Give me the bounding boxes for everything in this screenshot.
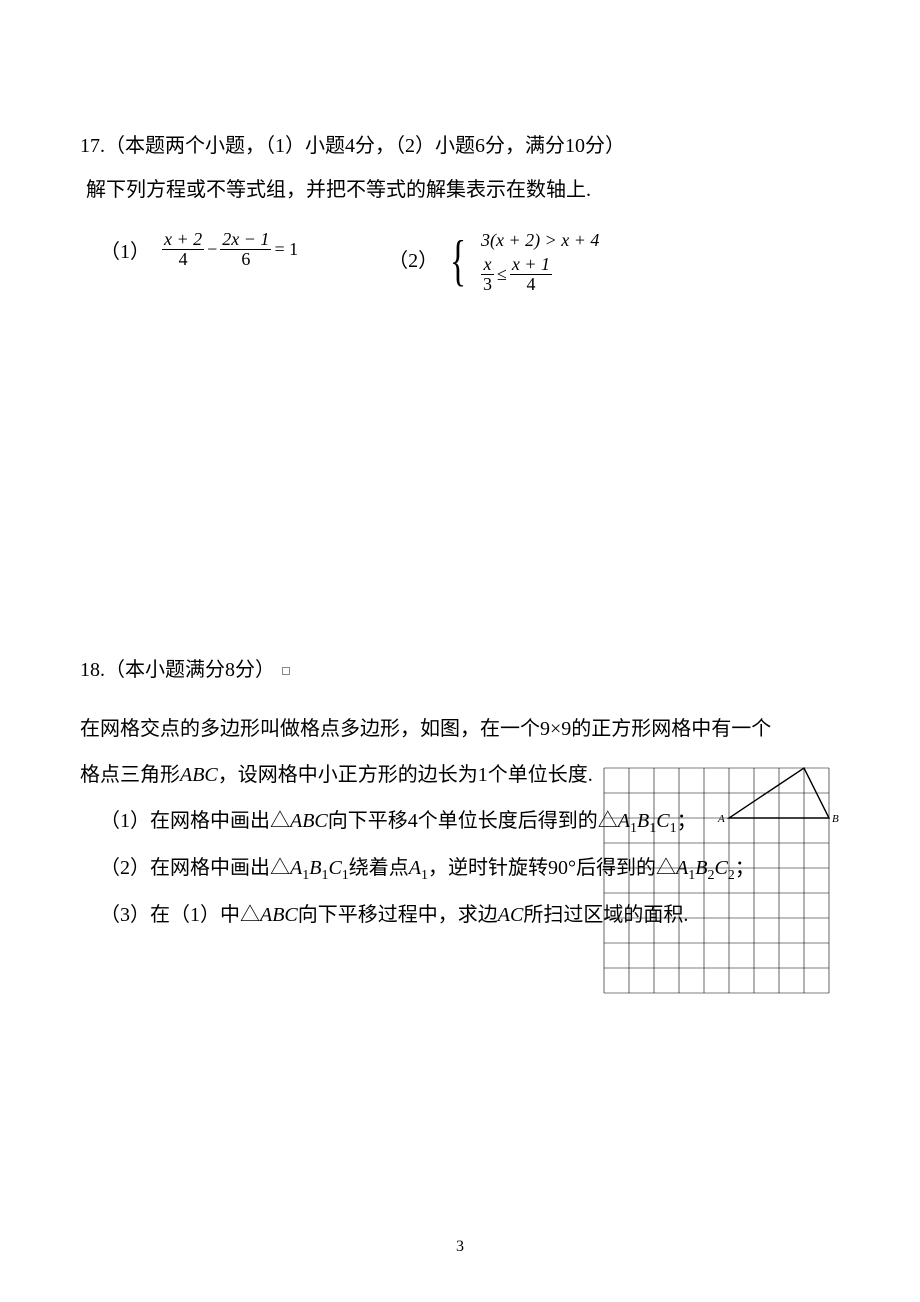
system-row-1: 3(x + 2) > x + 4 bbox=[481, 230, 599, 251]
frac2-num: 2x − 1 bbox=[220, 230, 271, 249]
q17-part2-label: （2） bbox=[388, 230, 438, 273]
row2-left-num: x bbox=[481, 255, 494, 274]
q18-item2b: 绕着点 bbox=[349, 857, 409, 879]
row2-left-den: 3 bbox=[481, 274, 494, 294]
label-ac: AC bbox=[498, 904, 524, 926]
q17-part1-expression: x + 2 4 − 2x − 1 6 = 1 bbox=[162, 230, 298, 269]
q18-header-text: 18.（本小题满分8分） bbox=[80, 659, 275, 681]
row1-expr: 3(x + 2) > x + 4 bbox=[481, 230, 599, 251]
page-number: 3 bbox=[0, 1238, 920, 1256]
label-abc-2: ABC bbox=[290, 810, 328, 832]
row2-frac-right: x + 1 4 bbox=[510, 255, 552, 294]
q17-instruction: 解下列方程或不等式组，并把不等式的解集表示在数轴上. bbox=[80, 174, 840, 206]
q18-item3a: （3）在（1）中△ bbox=[100, 904, 260, 926]
q18-para1b: 格点三角形 bbox=[80, 764, 180, 786]
marker-square bbox=[282, 667, 290, 675]
q17-header: 17.（本题两个小题，（1）小题4分，（2）小题6分，满分10分） bbox=[80, 130, 840, 162]
q18-para-line1: 在网格交点的多边形叫做格点多边形，如图，在一个9×9的正方形网格中有一个 bbox=[80, 706, 840, 752]
row2-relation: ≤ bbox=[497, 264, 507, 285]
label-abc-1: ABC bbox=[180, 764, 218, 786]
fraction-2: 2x − 1 6 bbox=[220, 230, 271, 269]
row2-frac-left: x 3 bbox=[481, 255, 494, 294]
system-row-2: x 3 ≤ x + 1 4 bbox=[481, 255, 599, 294]
q17-part1: （1） x + 2 4 − 2x − 1 6 = 1 bbox=[100, 230, 298, 269]
label-a1: A1 bbox=[409, 857, 428, 879]
grid-svg: A B C bbox=[602, 766, 845, 995]
svg-text:B: B bbox=[832, 813, 839, 825]
q18-body: 在网格交点的多边形叫做格点多边形，如图，在一个9×9的正方形网格中有一个 格点三… bbox=[80, 706, 840, 938]
row2-right-den: 4 bbox=[510, 274, 552, 294]
q18-item1b: 向下平移4个单位长度后得到的△ bbox=[328, 810, 618, 832]
grid-figure: A B C bbox=[602, 766, 845, 995]
q18-item1a: （1）在网格中画出△ bbox=[100, 810, 290, 832]
q18-item3b: 向下平移过程中，求边 bbox=[298, 904, 498, 926]
row2-right-num: x + 1 bbox=[510, 255, 552, 274]
label-abc-3: ABC bbox=[260, 904, 298, 926]
q18-item2a: （2）在网格中画出△ bbox=[100, 857, 290, 879]
svg-text:A: A bbox=[717, 813, 725, 825]
frac1-den: 4 bbox=[162, 249, 204, 269]
q17-part1-label: （1） bbox=[100, 235, 150, 264]
minus-sign: − bbox=[207, 239, 217, 260]
frac1-num: x + 2 bbox=[162, 230, 204, 249]
fraction-1: x + 2 4 bbox=[162, 230, 204, 269]
q17-equations: （1） x + 2 4 − 2x − 1 6 = 1 （2） { bbox=[80, 230, 840, 294]
equals-one: = 1 bbox=[274, 239, 298, 260]
document-page: 17.（本题两个小题，（1）小题4分，（2）小题6分，满分10分） 解下列方程或… bbox=[0, 0, 920, 1302]
inequality-system: { 3(x + 2) > x + 4 x 3 ≤ x + 1 4 bbox=[450, 230, 599, 294]
svg-text:C: C bbox=[807, 766, 815, 768]
q18-header: 18.（本小题满分8分） bbox=[80, 654, 840, 686]
q17-part2: （2） { 3(x + 2) > x + 4 x 3 ≤ x + 1 bbox=[388, 230, 599, 294]
left-brace: { bbox=[450, 239, 466, 284]
q18-para1a: 在网格交点的多边形叫做格点多边形，如图，在一个9×9的正方形网格中有一个 bbox=[80, 718, 771, 740]
frac2-den: 6 bbox=[220, 249, 271, 269]
system-rows: 3(x + 2) > x + 4 x 3 ≤ x + 1 4 bbox=[481, 230, 599, 294]
label-a1b1c1-b: A1B1C1 bbox=[290, 857, 349, 879]
q18-para1c: ，设网格中小正方形的边长为1个单位长度. bbox=[218, 764, 593, 786]
